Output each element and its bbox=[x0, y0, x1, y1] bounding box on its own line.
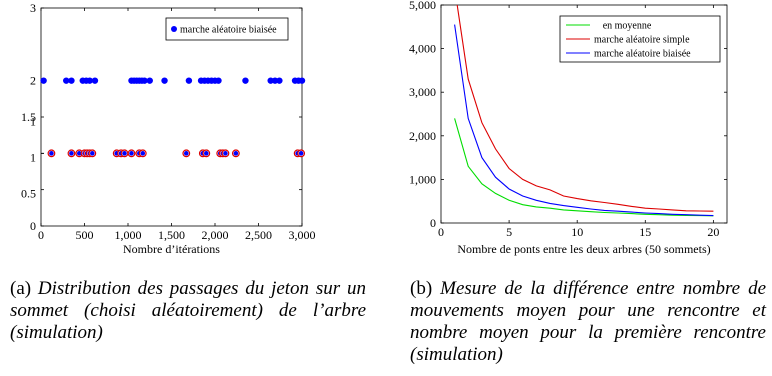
chart-a-xtick-label: 500 bbox=[76, 228, 94, 242]
chart-b-series-line-1 bbox=[456, 5, 714, 212]
chart-a-point-blue bbox=[146, 77, 153, 84]
chart-a-point-blue bbox=[298, 77, 306, 84]
chart-a-point-blue bbox=[91, 77, 99, 84]
chart-b-frame bbox=[440, 4, 728, 224]
chart-a-ytick-label: 1 bbox=[30, 150, 36, 164]
chart-b-ytick-label: 0 bbox=[430, 216, 436, 230]
chart-b-legend-label: en moyenne bbox=[603, 21, 652, 32]
chart-b-ytick-label: 1,000 bbox=[409, 172, 436, 186]
chart-a-point-blue bbox=[215, 77, 222, 84]
chart-a-point-blue bbox=[141, 77, 148, 84]
chart-a-ytick-label: 1.5 bbox=[21, 110, 36, 124]
chart-a-xlabel: Nombre d’itérations bbox=[123, 242, 220, 256]
chart-a-point-blue bbox=[161, 77, 168, 84]
chart-a-point-red-core bbox=[49, 151, 54, 156]
chart-a-legend-marker bbox=[171, 26, 177, 32]
chart-b-series-group bbox=[454, 5, 714, 217]
caption-a-tag: (a) bbox=[10, 278, 32, 299]
chart-a-point-blue bbox=[242, 77, 249, 84]
chart-a-point-blue bbox=[86, 77, 93, 84]
chart-a-frame bbox=[40, 7, 303, 227]
chart-a-point-red-core bbox=[183, 151, 189, 156]
chart-a-point-red-core bbox=[90, 151, 95, 156]
chart-a-point-red-core bbox=[298, 151, 304, 156]
chart-b-series-line-2 bbox=[454, 24, 714, 217]
chart-b-xtick-label: 15 bbox=[639, 225, 651, 239]
chart-a-ytick-label: 2 bbox=[30, 74, 36, 88]
chart-a: 0 500 1,000 1,500 2,000 2,500 3,00000.5111.523… bbox=[21, 1, 316, 256]
chart-b-legend-label: marche aléatoire simple bbox=[594, 35, 690, 46]
chart-b-xtick-label: 5 bbox=[506, 225, 512, 239]
chart-b-series-line-0 bbox=[454, 118, 714, 217]
chart-a-xtick-label: 2,000 bbox=[202, 228, 229, 242]
chart-b-xlabel: Nombre de ponts entre les deux arbres (5… bbox=[457, 242, 710, 256]
chart-b-ytick-label: 5,000 bbox=[409, 0, 436, 12]
chart-a-point-blue bbox=[40, 77, 47, 84]
chart-b-ytick-label: 3,000 bbox=[409, 85, 436, 99]
chart-a-point-blue bbox=[63, 77, 70, 84]
chart-a-xtick-label: 1,500 bbox=[158, 228, 185, 242]
chart-b-xtick-label: 10 bbox=[571, 225, 583, 239]
chart-a-point-red-core bbox=[140, 151, 146, 156]
chart-a-ytick-label: 0 bbox=[30, 219, 36, 233]
chart-a-xtick-label: 1,000 bbox=[115, 228, 142, 242]
chart-a-point-red-core bbox=[233, 151, 239, 156]
chart-b: 0 5 10 15 20 0 1,000 2,000 3,000 4,000 5,000 Nombre… bbox=[409, 0, 728, 256]
caption-a-text: Distribution des passages du jeton sur u… bbox=[10, 278, 367, 343]
chart-a-ytick-label: 1 bbox=[30, 114, 36, 128]
chart-a-point-red-core bbox=[76, 151, 82, 156]
chart-b-xtick-label: 0 bbox=[438, 225, 444, 239]
chart-a-point-red-core bbox=[204, 151, 209, 156]
chart-a-legend-label: marche aléatoire biaisée bbox=[180, 25, 277, 36]
caption-b-text: Mesure de la différence entre nombre de … bbox=[410, 278, 766, 365]
chart-a-xtick-label: 0 bbox=[38, 228, 44, 242]
chart-a-xtick-label: 2,500 bbox=[245, 228, 272, 242]
caption-b-tag: (b) bbox=[410, 278, 433, 299]
chart-b-ytick-label: 4,000 bbox=[409, 42, 436, 56]
chart-a-point-red-core bbox=[69, 151, 74, 156]
caption-a: (a) Distribution des passages du jeton s… bbox=[10, 278, 366, 344]
chart-b-ytick-label: 2,000 bbox=[409, 129, 436, 143]
chart-a-point-red-core bbox=[129, 151, 134, 156]
chart-a-point-blue bbox=[276, 77, 283, 84]
caption-b: (b) Mesure de la différence entre nombre… bbox=[410, 278, 766, 366]
chart-b-xtick-label: 20 bbox=[707, 225, 719, 239]
chart-a-ytick-label: 0.5 bbox=[21, 187, 36, 201]
chart-a-legend-box bbox=[165, 17, 289, 41]
chart-a-point-blue bbox=[185, 77, 193, 84]
chart-a-point-blue bbox=[68, 77, 75, 84]
chart-b-legend-label: marche aléatoire biaisée bbox=[594, 49, 691, 60]
chart-a-xtick-label: 3,000 bbox=[289, 228, 316, 242]
chart-a-ytick-label: 3 bbox=[30, 1, 36, 15]
chart-a-point-red-core bbox=[122, 151, 127, 156]
chart-a-point-red-core bbox=[223, 151, 228, 156]
